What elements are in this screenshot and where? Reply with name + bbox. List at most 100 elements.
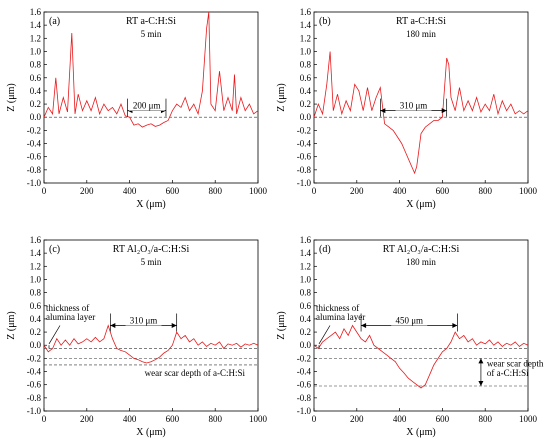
depth-arrow-head-top (478, 358, 484, 364)
x-tick-label: 0 (42, 414, 47, 424)
arrow-head-right (441, 108, 447, 114)
y-tick-label: 1.6 (300, 235, 312, 245)
x-tick-label: 200 (350, 186, 364, 196)
depth-arrow-head-bottom (478, 381, 484, 387)
thickness-label: thickness of (46, 303, 89, 313)
x-tick-label: 0 (42, 186, 47, 196)
y-tick-label: 1.6 (300, 7, 312, 17)
panel-a: -1.0 -0.8 -0.6 -0.4 -0.2 0.0 0.2 0.4 0.6 0.8 1.0 1.… (6, 7, 268, 210)
panel-d: -1.0 -0.8 -0.6 -0.4 -0.2 0.0 0.2 0.4 0.6 0.8 1.0 1.… (276, 235, 544, 438)
y-tick-label: -1.0 (27, 178, 42, 188)
y-tick-label: 0.6 (300, 73, 312, 83)
y-tick-label: 0.2 (30, 99, 41, 109)
panel-subtitle: 5 min (141, 29, 162, 39)
x-axis-label: X (μm) (406, 427, 436, 438)
y-tick-label: 1.2 (30, 261, 41, 271)
width-label: 200 μm (133, 101, 161, 111)
x-tick-label: 400 (393, 186, 407, 196)
x-tick-label: 1000 (519, 186, 538, 196)
x-tick-label: 200 (80, 414, 94, 424)
y-tick-label: -1.0 (27, 406, 42, 416)
y-tick-label: 1.2 (30, 33, 41, 43)
y-tick-label: 1.2 (300, 33, 311, 43)
y-tick-label: -0.4 (27, 139, 42, 149)
x-tick-label: 1000 (249, 186, 268, 196)
x-tick-label: 600 (166, 414, 180, 424)
x-tick-label: 800 (478, 186, 492, 196)
y-tick-label: -0.8 (27, 165, 42, 175)
width-label: 450 μm (395, 316, 423, 326)
y-tick-label: -0.6 (297, 380, 312, 390)
y-tick-label: -0.2 (297, 353, 311, 363)
y-tick-label: 0.4 (30, 86, 42, 96)
width-label-bg (128, 100, 165, 111)
y-tick-label: 1.6 (30, 235, 42, 245)
y-tick-label: 0.6 (30, 73, 42, 83)
width-label: 310 μm (130, 316, 158, 326)
y-tick-label: 0.8 (30, 60, 42, 70)
y-tick-label: -0.6 (297, 152, 312, 162)
x-tick-label: 800 (208, 186, 222, 196)
plot-frame (313, 11, 529, 184)
y-tick-label: 1.0 (30, 46, 42, 56)
y-tick-label: -1.0 (297, 406, 312, 416)
width-label-bg (391, 315, 428, 326)
y-tick-label: -0.2 (297, 125, 311, 135)
y-tick-label: 1.4 (30, 248, 42, 258)
y-tick-label: 0.2 (300, 99, 311, 109)
panel-subtitle: 5 min (141, 257, 162, 267)
y-tick-label: 1.6 (30, 7, 42, 17)
x-tick-label: 400 (393, 414, 407, 424)
panel-b: -1.0 -0.8 -0.6 -0.4 -0.2 0.0 0.2 0.4 0.6 0.8 1.0 1.… (276, 7, 538, 210)
y-axis-label: Z (μm) (276, 83, 287, 111)
thickness-label-line2: alumina layer (316, 312, 365, 322)
profile-line (43, 11, 259, 128)
y-tick-label: 0.0 (300, 340, 312, 350)
y-tick-label: 0.4 (30, 314, 42, 324)
depth-label-line2: of a-C:H:Si (487, 368, 529, 378)
panel-subtitle: 180 min (406, 257, 436, 267)
x-tick-label: 600 (436, 414, 450, 424)
depth-label: wear scar depth of a-C:H:Si (145, 368, 246, 378)
x-tick-label: 0 (312, 186, 317, 196)
x-tick-label: 800 (478, 414, 492, 424)
y-tick-label: -0.2 (27, 125, 41, 135)
profile-line (313, 51, 529, 175)
thickness-pointer (318, 325, 331, 345)
y-tick-label: 0.4 (300, 86, 312, 96)
y-tick-label: 0.0 (300, 112, 312, 122)
thickness-label: thickness of (316, 303, 359, 313)
panel-title: RT Al₂O₃/a-C:H:Si (383, 244, 460, 255)
y-tick-label: -0.4 (297, 139, 312, 149)
y-tick-label: -0.8 (297, 165, 312, 175)
arrow-head-left (380, 108, 386, 114)
x-tick-label: 600 (166, 186, 180, 196)
thickness-pointer (48, 325, 61, 345)
y-tick-label: 1.0 (300, 274, 312, 284)
thickness-label-line2: alumina layer (46, 312, 95, 322)
plot-frame (43, 11, 259, 184)
y-tick-label: 1.2 (300, 261, 311, 271)
panel-c: -1.0 -0.8 -0.6 -0.4 -0.2 0.0 0.2 0.4 0.6 0.8 1.0 1.… (6, 235, 268, 438)
x-tick-label: 200 (80, 186, 94, 196)
profile-line (43, 324, 259, 364)
width-label-bg (395, 100, 432, 111)
width-label-bg (125, 315, 162, 326)
y-tick-label: 0.0 (30, 340, 42, 350)
width-label: 310 μm (400, 101, 428, 111)
y-tick-label: -1.0 (297, 178, 312, 188)
y-tick-label: -0.2 (27, 353, 41, 363)
y-axis-label: Z (μm) (276, 311, 287, 339)
y-tick-label: 0.6 (30, 301, 42, 311)
y-tick-label: -0.6 (27, 152, 42, 162)
x-axis-label: X (μm) (406, 199, 436, 210)
y-tick-label: -0.6 (27, 380, 42, 390)
y-tick-label: 0.2 (300, 327, 311, 337)
y-tick-label: 0.6 (300, 301, 312, 311)
y-axis-label: Z (μm) (6, 311, 17, 339)
depth-label: wear scar depth (487, 358, 544, 368)
x-tick-label: 400 (123, 186, 137, 196)
panel-label: (a) (49, 16, 60, 27)
panel-title: RT a-C:H:Si (126, 16, 176, 27)
